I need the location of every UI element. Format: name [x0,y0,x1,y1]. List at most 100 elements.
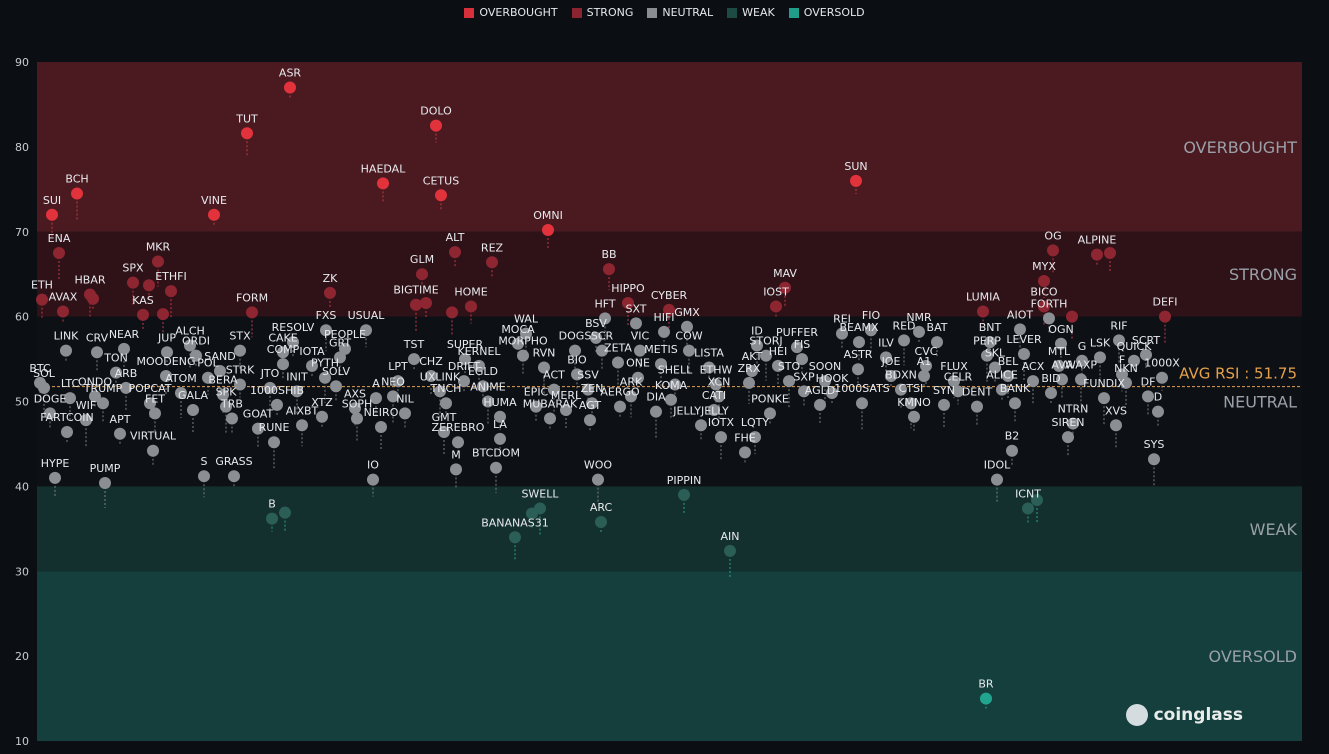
data-point [695,419,707,432]
data-point [449,246,461,259]
point-label: STRK [226,364,255,377]
point-label: ALICE [986,369,1018,382]
data-point [770,300,782,313]
data-point [416,268,428,281]
point-label: ARC [590,501,613,514]
point-label: UXLINK [420,370,461,383]
data-point [512,337,524,350]
data-point [760,349,772,362]
data-point [440,397,452,410]
point-label: BCH [65,173,88,186]
point-label: COW [675,330,702,343]
data-point [1113,334,1125,347]
point-label: SKL [985,347,1006,360]
point-label: CRV [86,331,109,344]
point-label: DOGS [559,330,592,343]
data-point [99,476,111,489]
point-label: NIL [396,392,414,405]
point-label: LEVER [1006,333,1042,346]
data-point [287,336,299,349]
data-point [996,383,1008,396]
data-point [880,351,892,364]
point-label: ZETA [604,341,632,354]
point-label: ENA [48,232,71,245]
point-label: BERA [208,374,238,387]
data-point [1159,310,1171,323]
point-label: GLM [410,253,434,266]
point-label: AGT [579,399,601,412]
watermark: coinglass [1125,704,1243,726]
data-point [330,380,342,393]
point-label: JTO [260,367,280,380]
point-label: ARB [115,367,138,380]
data-point [252,422,264,435]
data-point [596,344,608,357]
point-label: IDOL [984,459,1011,472]
legend-item-weak[interactable]: WEAK [727,6,775,19]
data-point [161,346,173,359]
point-label: ONE [626,357,650,370]
point-label: ARK [620,375,643,388]
point-label: SOPH [342,397,373,410]
point-label: JOE [881,355,901,368]
data-point [764,407,776,420]
point-label: IOTX [708,416,735,429]
legend-item-overbought[interactable]: OVERBOUGHT [464,6,558,19]
data-point [715,431,727,444]
data-point [438,426,450,439]
point-label: RESOLV [272,321,315,334]
point-label: HFT [594,297,615,310]
data-point [190,349,202,362]
point-label: TNCH [430,382,462,395]
legend-label-strong: STRONG [586,6,634,19]
legend-item-oversold[interactable]: OVERSOLD [788,6,865,19]
point-label: TUT [235,112,258,125]
data-point [1047,244,1059,257]
point-label: AKT [742,350,763,363]
data-point [981,349,993,362]
data-point [708,403,720,416]
point-label: ID [751,324,763,337]
data-point [1152,405,1164,418]
data-point [198,470,210,483]
data-point [482,395,494,408]
data-point [622,297,634,310]
data-point [791,341,803,354]
data-point [560,403,572,416]
point-label: TST [403,338,425,351]
data-point [920,359,932,372]
legend-item-strong[interactable]: STRONG [571,6,634,19]
point-label: AVAX [49,291,78,304]
point-label: DOLO [420,105,452,118]
data-point [228,470,240,483]
data-point [1156,371,1168,384]
data-point [370,392,382,405]
point-label: EPIC [524,386,549,399]
point-label: DOGE [34,392,67,405]
point-label: D [1154,391,1162,404]
point-label: 1000SHIB [250,384,304,397]
data-point [663,303,675,316]
data-point [885,370,897,383]
data-point [509,531,521,544]
data-point [452,436,464,449]
data-point [144,397,156,410]
point-label: HEI [769,345,787,358]
point-label: LPT [388,360,408,373]
point-label: GRASS [215,455,252,468]
y-tick-label: 10 [15,735,29,748]
point-label: RUNE [259,421,290,434]
legend-item-neutral[interactable]: NEUTRAL [647,6,713,19]
point-label: GRT [329,336,351,349]
point-label: SIREN [1051,416,1084,429]
data-point [127,276,139,289]
data-point [1062,431,1074,444]
y-tick-label: 80 [15,141,29,154]
point-label: PONKE [751,392,789,405]
data-point [836,327,848,340]
point-label: KMNO [897,396,931,409]
point-label: WIF [76,399,96,412]
point-label: SWELL [521,487,559,500]
data-point [544,412,556,425]
